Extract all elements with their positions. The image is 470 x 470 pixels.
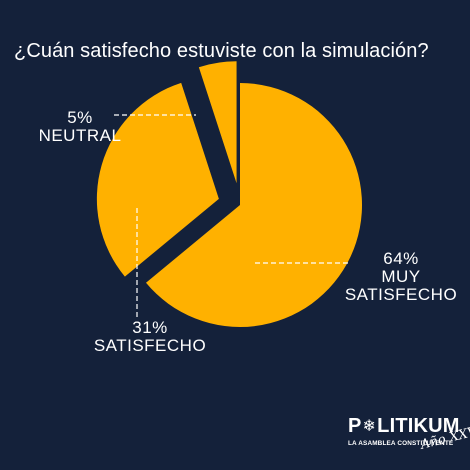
slice-label: 31% SATISFECHO [94,318,206,355]
slice-label: 64% MUY SATISFECHO [345,249,457,304]
snowflake-icon: ❄ [362,418,377,435]
slice-labels: 64% MUY SATISFECHO 31% SATISFECHO 5% NEUTRAL [39,108,457,355]
slice-label: 5% NEUTRAL [39,108,122,145]
politikum-logo: P❄LITIKUM LA ASAMBLEA CONSTITUYENTE Año … [348,415,470,463]
pie-slice-neutral [198,61,237,184]
pie-slice-muy-satisfecho [145,83,362,328]
leader-lines [114,114,348,317]
logo-tagline: LA ASAMBLEA CONSTITUYENTE [348,440,454,447]
logo-wordmark: P❄LITIKUM [348,415,460,437]
pie-slice-satisfecho [96,82,219,277]
chart-title: ¿Cuán satisfecho estuviste con la simula… [14,40,429,62]
pie-slices [96,61,362,328]
